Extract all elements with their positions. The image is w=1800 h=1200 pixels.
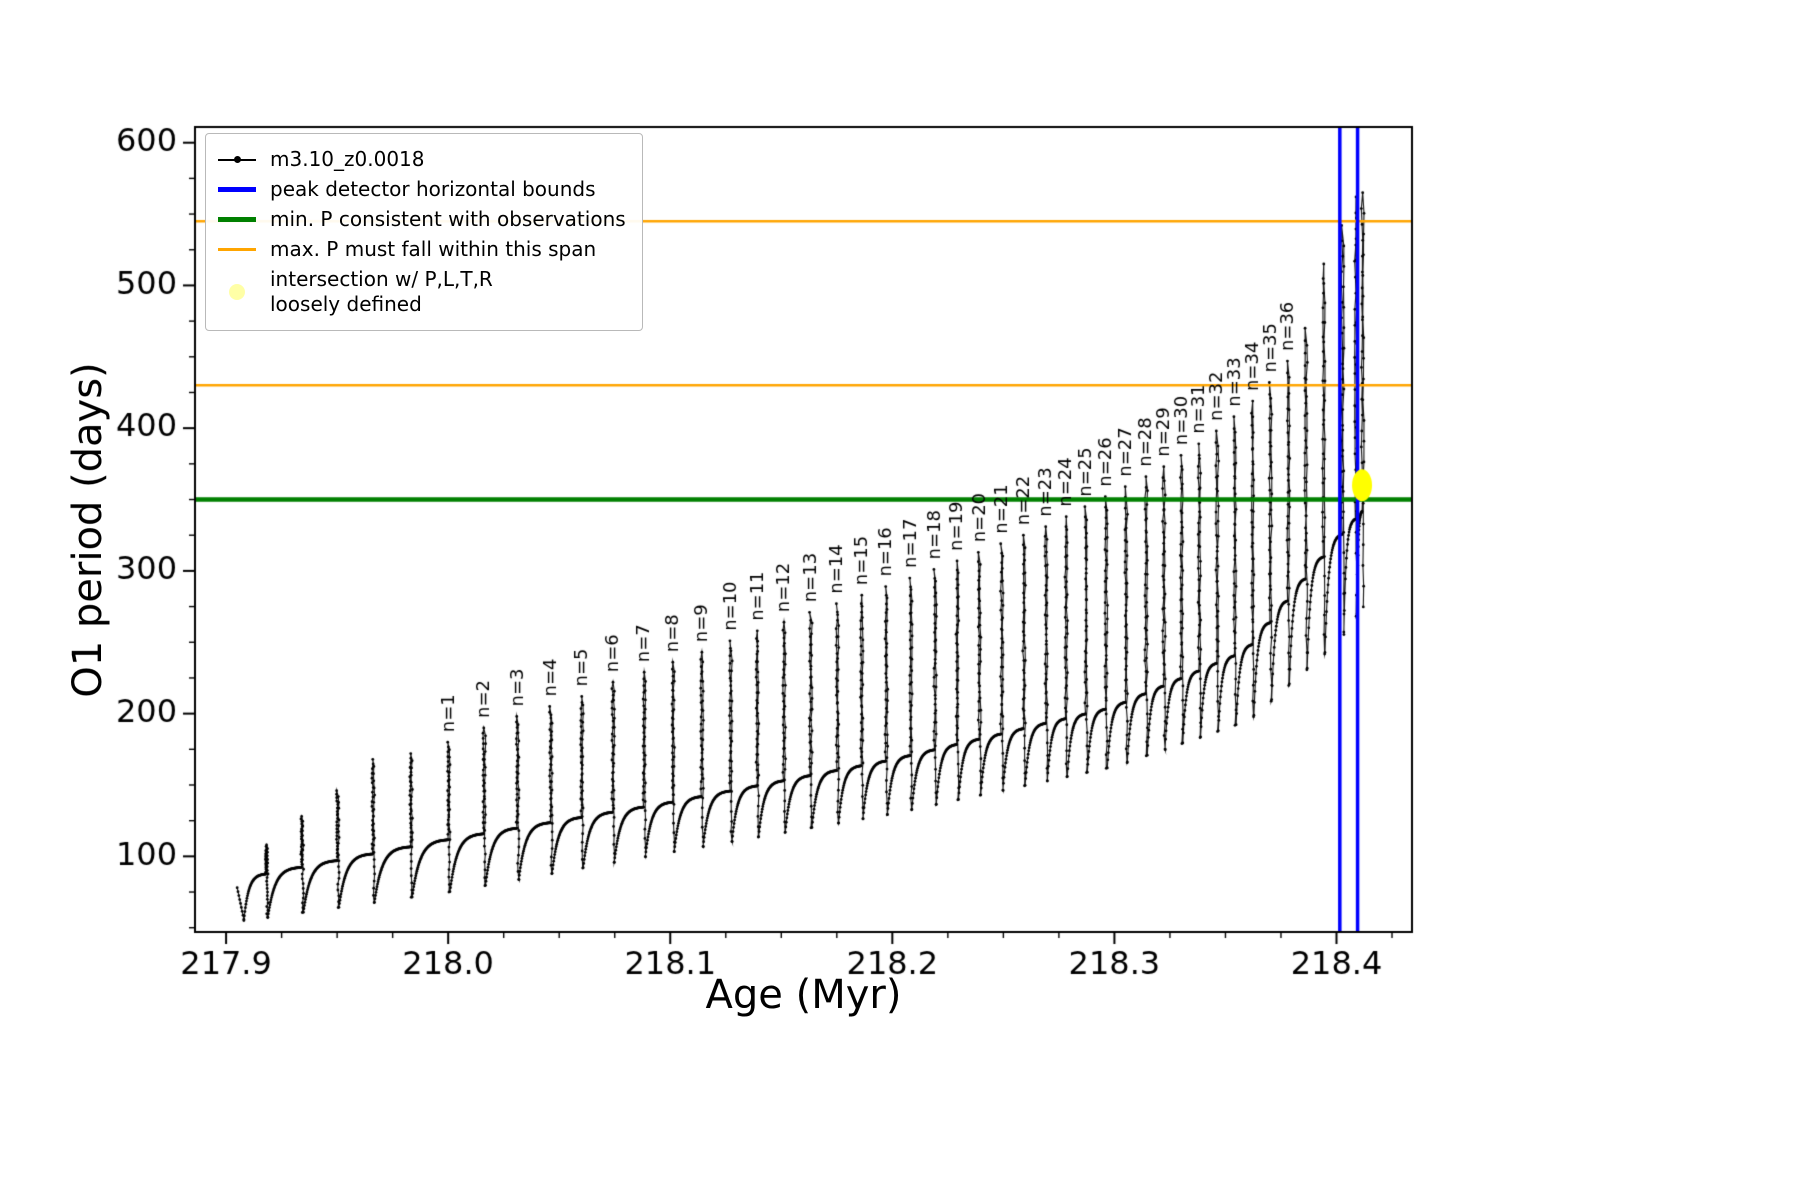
legend-label-intersection-line1: intersection w/ P,L,T,R bbox=[270, 267, 493, 291]
max-p-line-swatch bbox=[218, 248, 256, 251]
legend-label-intersection-line2: loosely defined bbox=[270, 292, 422, 316]
legend-entry-min-p: min. P consistent with observations bbox=[218, 207, 626, 232]
legend-entry-peak-bounds: peak detector horizontal bounds bbox=[218, 177, 626, 202]
legend-entry-intersection: intersection w/ P,L,T,R loosely defined bbox=[218, 267, 626, 317]
y-axis-label: O1 period (days) bbox=[65, 362, 111, 698]
series-marker-dot bbox=[234, 156, 241, 163]
legend: m3.10_z0.0018 peak detector horizontal b… bbox=[205, 133, 643, 331]
peak-bounds-line-swatch bbox=[218, 187, 256, 192]
series-line-swatch bbox=[218, 156, 256, 163]
legend-label-series: m3.10_z0.0018 bbox=[270, 147, 425, 171]
intersection-dot-swatch bbox=[229, 284, 245, 300]
legend-label-peak-bounds: peak detector horizontal bounds bbox=[270, 177, 596, 201]
legend-entry-max-p: max. P must fall within this span bbox=[218, 237, 626, 262]
legend-label-min-p: min. P consistent with observations bbox=[270, 207, 626, 231]
x-axis-label: Age (Myr) bbox=[705, 972, 902, 1018]
legend-label-intersection: intersection w/ P,L,T,R loosely defined bbox=[270, 267, 493, 317]
legend-entry-series: m3.10_z0.0018 bbox=[218, 147, 626, 172]
min-p-line-swatch bbox=[218, 217, 256, 222]
legend-label-max-p: max. P must fall within this span bbox=[270, 237, 597, 261]
